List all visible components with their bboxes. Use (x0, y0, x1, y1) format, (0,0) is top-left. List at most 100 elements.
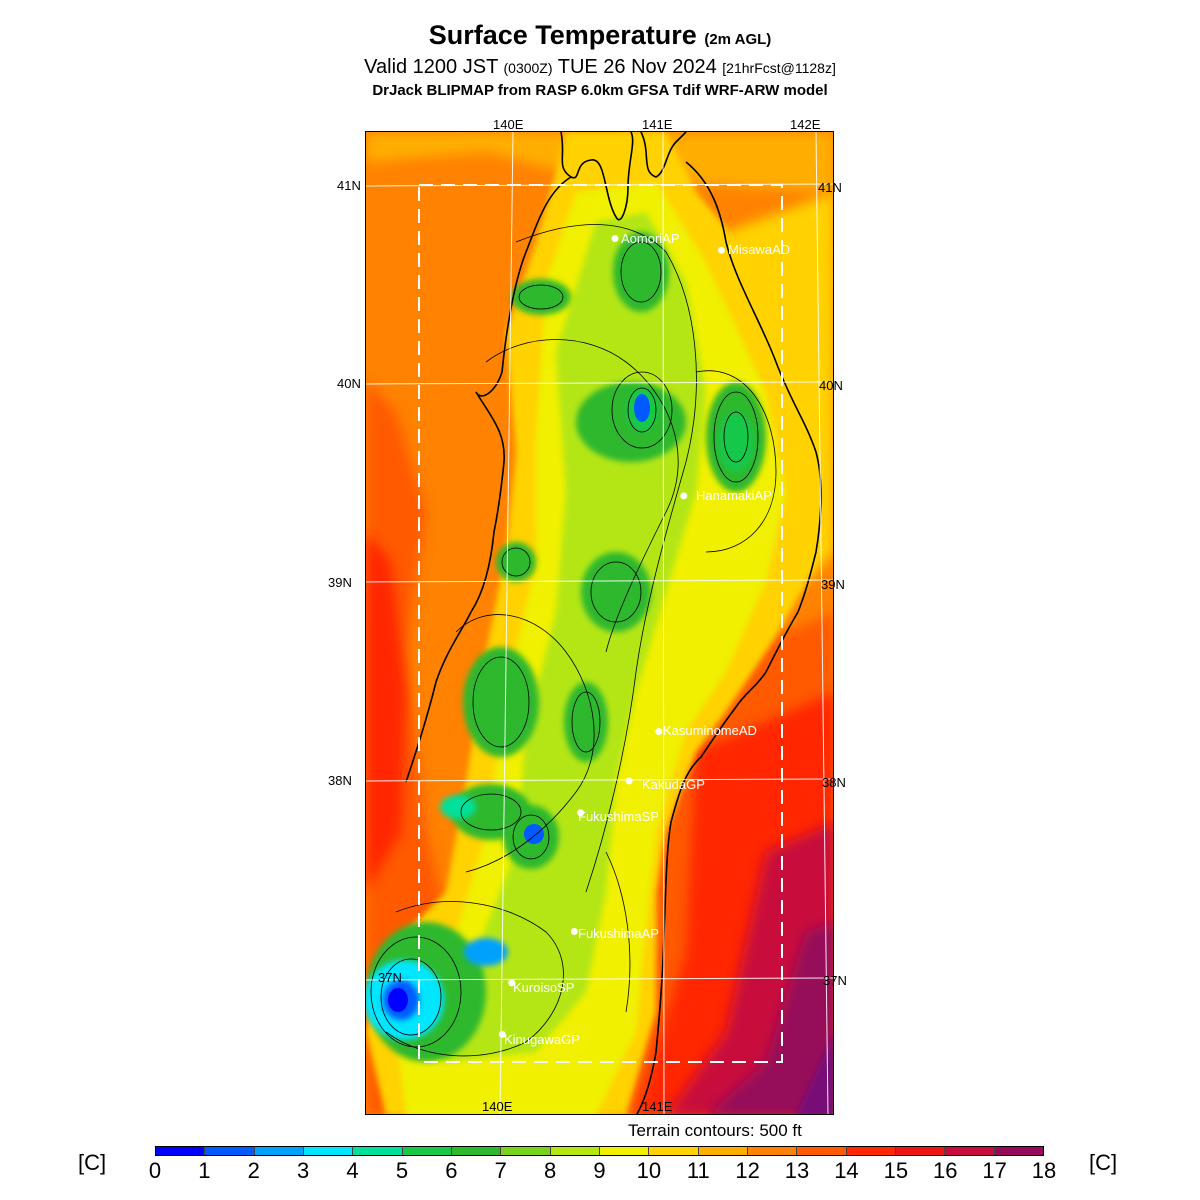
colorbar-tick-label: 5 (395, 1158, 409, 1183)
terrain-contours-note: Terrain contours: 500 ft (628, 1121, 802, 1140)
colorbar-swatch (649, 1147, 699, 1155)
lon-label-bottom-141e: 141E (642, 1099, 673, 1114)
station-label: KakudaGP (642, 777, 705, 792)
station-dot (570, 928, 578, 935)
lat-label-left-40n: 40N (337, 376, 361, 391)
colorbar-swatch (205, 1147, 255, 1155)
station-dot (680, 492, 688, 500)
blue-core-2 (524, 824, 544, 844)
colorbar-tick-label: 1 (198, 1158, 211, 1183)
colorbar-tick-label: 18 (1031, 1158, 1057, 1183)
station-dot (717, 246, 725, 254)
colorbar-tick-label: 2 (247, 1158, 260, 1183)
blue-core-1 (634, 394, 650, 422)
colorbar-swatch (698, 1147, 748, 1155)
temperature-map (365, 131, 834, 1115)
colorbar-swatch (501, 1147, 551, 1155)
colorbar-swatch (846, 1147, 896, 1155)
station-dot (625, 777, 633, 785)
colorbar-swatch (945, 1147, 995, 1155)
valid-time: Valid 1200 JST (0300Z) TUE 26 Nov 2024 [… (0, 56, 1200, 79)
lon-label-top-140e: 140E (493, 117, 524, 132)
lat-label-right-38n: 38N (822, 775, 846, 790)
colorbar-swatch (747, 1147, 798, 1155)
colorbar-tick-label: 16 (932, 1158, 958, 1183)
colorbar-tick-label: 14 (834, 1158, 859, 1183)
colorbar-swatch (353, 1147, 403, 1155)
station-label: FukushimaSP (578, 809, 659, 824)
station-dot (611, 235, 619, 242)
colorbar-swatch (550, 1147, 600, 1155)
station-dot (508, 979, 516, 987)
title-suffix: (2m AGL) (704, 31, 772, 48)
colorbar-swatch (599, 1147, 650, 1155)
station-dot (655, 728, 663, 735)
colorbar-swatch (994, 1147, 1043, 1155)
station-markers (498, 235, 725, 1038)
station-label: MisawaAD (728, 242, 791, 257)
station-dot (577, 809, 585, 817)
lon-label-bottom-140e: 140E (482, 1099, 513, 1114)
colorbar-tick-label: 7 (494, 1158, 507, 1183)
colorbar-swatch (451, 1147, 502, 1155)
green-south-2 (564, 682, 608, 762)
colorbar-tick-label: 11 (686, 1158, 710, 1183)
station-label: HanamakiAP (696, 488, 772, 503)
model-description: DrJack BLIPMAP from RASP 6.0km GFSA Tdif… (372, 82, 828, 99)
title-main: Surface Temperature (428, 20, 697, 50)
chart-title: Surface Temperature (2m AGL) (0, 20, 1200, 51)
colorbar-tick-label: 0 (148, 1158, 162, 1183)
colorbar-tick-label: 13 (784, 1158, 810, 1183)
valid-main: Valid 1200 JST (364, 56, 498, 78)
station-dot (498, 1030, 506, 1038)
station-label: AomoriAP (621, 231, 680, 246)
colorbar-swatch (402, 1147, 452, 1155)
terrain-contours (370, 224, 777, 1057)
cyan-blob-2 (464, 938, 508, 966)
colorbar-unit-left: [C] (78, 1150, 107, 1175)
map-graphic (366, 132, 833, 1114)
colorbar-tick-label: 6 (445, 1158, 458, 1183)
colorbar-tick-label: 15 (883, 1158, 909, 1183)
lon-label-top-142e: 142E (790, 117, 821, 132)
cool-center-east (718, 412, 754, 472)
lat-label-right-39n: 39N (821, 577, 845, 592)
sea-east-maroon (708, 922, 833, 1114)
station-label: KuroisoSP (513, 980, 575, 995)
temperature-colorbar (155, 1146, 1044, 1156)
colorbar-tick-label: 10 (636, 1158, 662, 1183)
colorbar-tick-label: 3 (297, 1158, 310, 1183)
coastline (405, 132, 822, 1114)
green-south-1 (463, 647, 539, 757)
lat-label-right-40n: 40N (819, 378, 843, 393)
green-north-1 (613, 232, 669, 312)
colorbar-swatch (797, 1147, 847, 1155)
colorbar-tick-label: 4 (346, 1158, 359, 1183)
lat-label-left-37n: 37N (378, 970, 402, 985)
blue-core-3b (388, 988, 408, 1012)
green-mid-1 (581, 552, 651, 632)
sea-west-hot (366, 532, 406, 892)
colorbar-swatch (895, 1147, 946, 1155)
station-label: FukushimaAP (578, 926, 659, 941)
colorbar-tick-label: 9 (593, 1158, 606, 1183)
station-label: KinugawaGP (504, 1032, 580, 1047)
lon-label-top-141e: 141E (642, 117, 673, 132)
station-label: KasuminomeAD (663, 723, 757, 738)
colorbar-tick-label: 12 (735, 1158, 760, 1183)
lat-label-left-39n: 39N (328, 575, 352, 590)
colorbar-swatch (156, 1147, 206, 1155)
domain-boundary (418, 184, 783, 1063)
sea-west-warm (366, 382, 486, 1114)
temperature-field (366, 132, 833, 1114)
colorbar-tick-label: 8 (543, 1158, 557, 1183)
lat-label-left-41n: 41N (337, 178, 361, 193)
lat-label-right-41n: 41N (818, 180, 842, 195)
green-north-2 (511, 279, 571, 315)
valid-date: TUE 26 Nov 2024 (557, 56, 717, 78)
lat-label-left-38n: 38N (328, 773, 352, 788)
lat-label-right-37n: 37N (823, 973, 847, 988)
valid-zulu: (0300Z) (503, 60, 553, 76)
colorbar-swatch (254, 1147, 304, 1155)
colorbar-unit-right: [C] (1089, 1150, 1118, 1175)
